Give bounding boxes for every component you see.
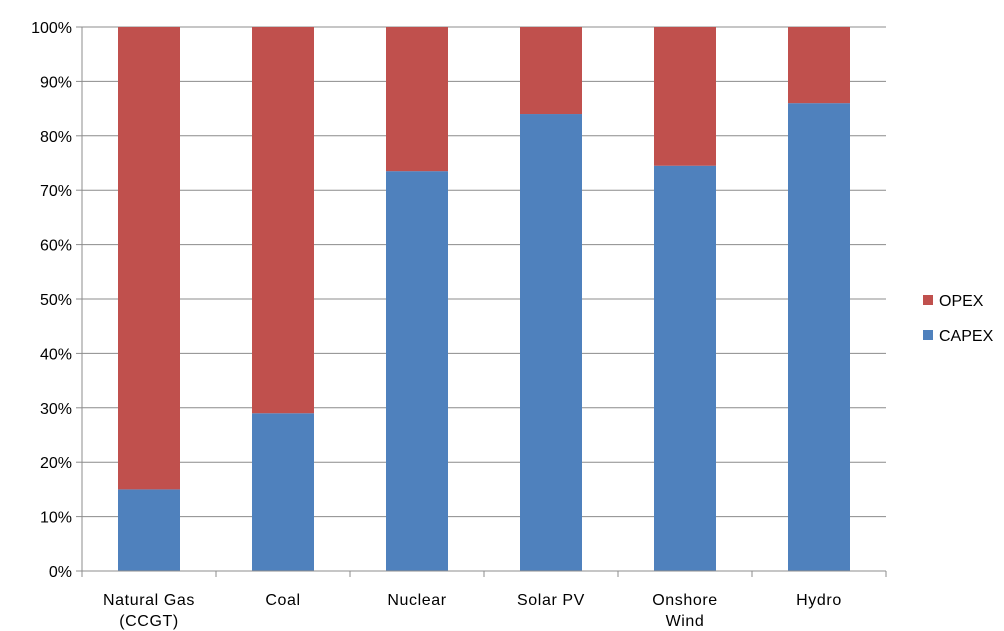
gridlines: [82, 26, 886, 518]
y-tick-label: 0%: [49, 564, 72, 581]
x-category-label-line: (CCGT): [119, 613, 179, 630]
bar-opex[interactable]: [252, 27, 314, 414]
x-category-label: Natural Gas (CCGT): [103, 592, 195, 630]
y-tick-label: 40%: [40, 346, 72, 363]
x-category-label-line: Solar PV: [517, 592, 585, 609]
y-tick-label: 90%: [40, 74, 72, 91]
bar-capex[interactable]: [386, 171, 448, 571]
x-category-label-line: Natural Gas: [103, 592, 195, 609]
bar-capex[interactable]: [118, 489, 180, 571]
bar-opex[interactable]: [118, 27, 180, 490]
y-tick-label: 100%: [31, 20, 72, 37]
legend-label-capex: CAPEX: [939, 328, 994, 345]
legend-label-opex: OPEX: [939, 293, 984, 310]
x-category-label-line: Nuclear: [387, 592, 446, 609]
y-tick-label: 80%: [40, 129, 72, 146]
y-tick-label: 70%: [40, 183, 72, 200]
x-category-label: Solar PV: [517, 592, 585, 609]
x-category-label-line: Coal: [265, 592, 300, 609]
axes: 0% 10% 20% 30% 40% 50% 60% 70% 80% 90% 100% Natural…: [31, 20, 887, 630]
y-tick-label: 30%: [40, 401, 72, 418]
bar-capex[interactable]: [252, 413, 314, 571]
bar-opex[interactable]: [788, 27, 850, 104]
y-tick-label: 50%: [40, 292, 72, 309]
bar-opex[interactable]: [520, 27, 582, 115]
y-tick-label: 20%: [40, 455, 72, 472]
y-tick-label: 60%: [40, 238, 72, 255]
legend-swatch-opex: [923, 295, 933, 305]
x-category-label: Coal: [265, 592, 300, 609]
x-category-label: Hydro: [796, 592, 842, 609]
bar-capex[interactable]: [520, 114, 582, 571]
x-category-label: Nuclear: [387, 592, 446, 609]
bar-opex[interactable]: [654, 27, 716, 166]
legend: OPEX CAPEX: [923, 293, 994, 345]
x-category-label-line: Onshore: [652, 592, 718, 609]
bar-opex[interactable]: [386, 27, 448, 172]
bar-capex[interactable]: [788, 103, 850, 571]
x-category-label: Onshore Wind: [652, 592, 718, 630]
legend-swatch-capex: [923, 330, 933, 340]
x-category-label-line: Hydro: [796, 592, 842, 609]
x-category-label-line: Wind: [666, 613, 705, 630]
bar-capex[interactable]: [654, 165, 716, 571]
bars: [118, 27, 850, 571]
y-tick-label: 10%: [40, 510, 72, 527]
